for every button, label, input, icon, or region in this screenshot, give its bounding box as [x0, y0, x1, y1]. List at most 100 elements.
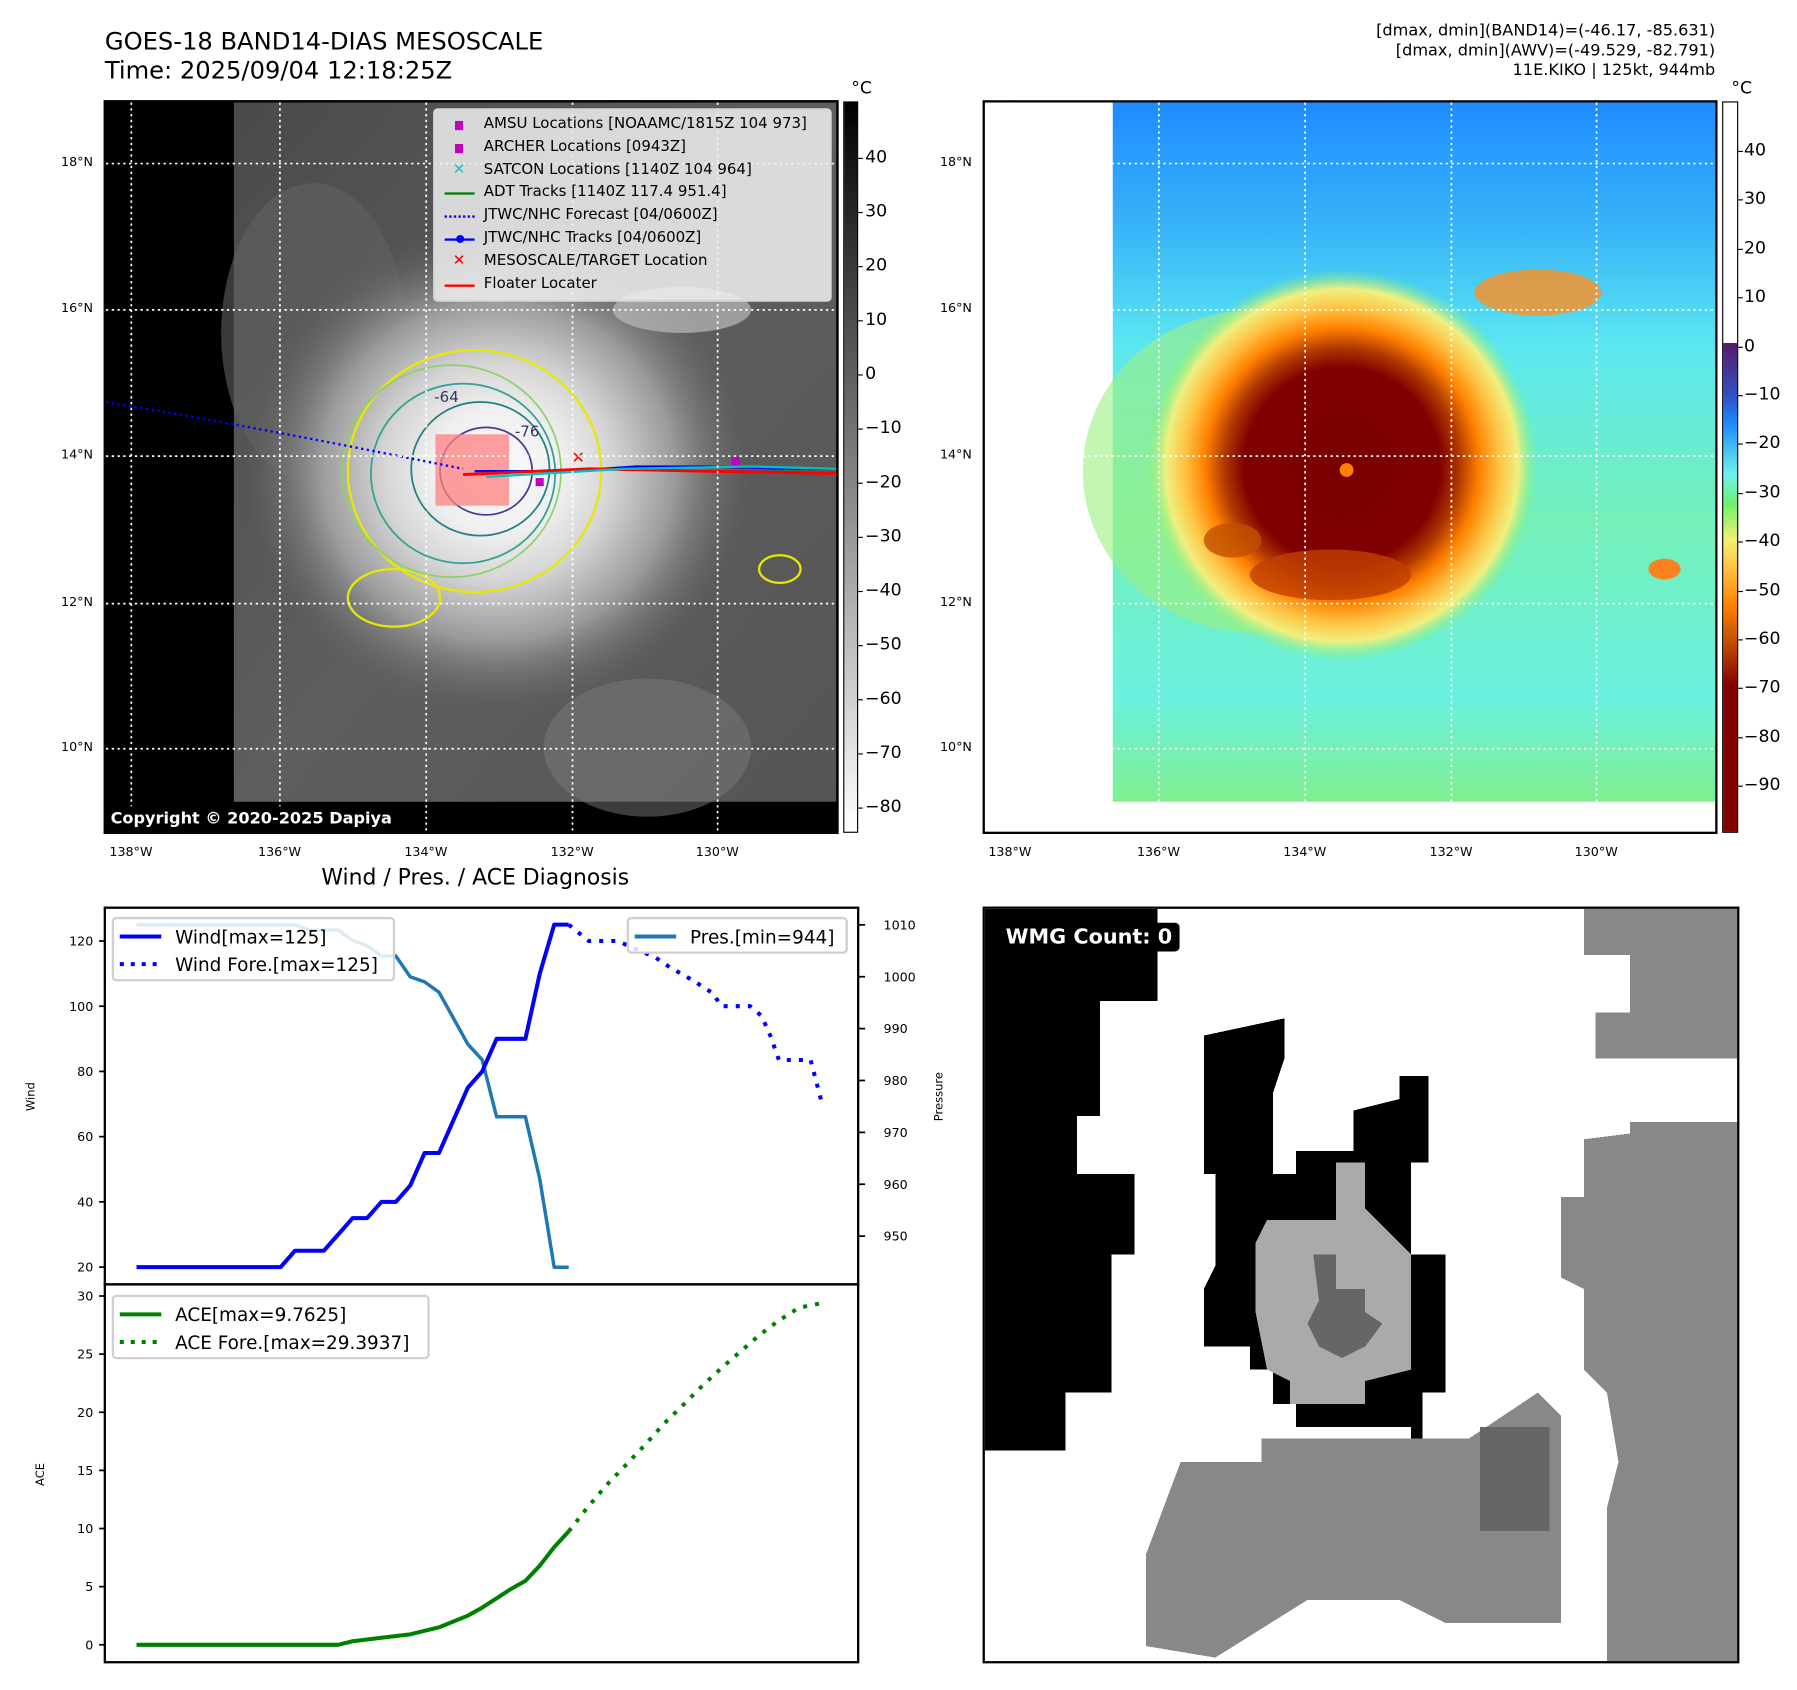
colorbar-tick-label: 0 [1744, 334, 1756, 356]
legend-entry: SATCON Locations [1140Z 104 964] [483, 160, 752, 179]
dotted-line-icon [444, 209, 475, 225]
lon-label: 134°W [404, 844, 448, 860]
colorbar-tick [1738, 395, 1743, 397]
lon-label: 130°W [1574, 844, 1618, 860]
lat-label: 10°N [939, 739, 972, 755]
colorbar-tick [858, 374, 863, 376]
awv-map-panel[interactable] [982, 100, 1718, 834]
colorbar-tick [858, 590, 863, 593]
lat-label: 12°N [61, 594, 93, 610]
info-storm: 11E.KIKO | 125kt, 944mb [1512, 61, 1716, 80]
colorbar-tick-label: −10 [1744, 383, 1781, 405]
ace-tick-label: 30 [77, 1289, 93, 1304]
colorbar-tick-label: −70 [1744, 676, 1781, 698]
colorbar-tick [1738, 346, 1743, 348]
gridlines [984, 102, 1716, 832]
solid-line-icon [444, 277, 475, 293]
colorbar-tick-label: 30 [1744, 188, 1767, 209]
lat-label: 14°N [939, 446, 972, 462]
info-band14: [dmax, dmin](BAND14)=(-46.17, -85.631) [1376, 21, 1716, 41]
colorbar-tick-label: −40 [1744, 530, 1781, 551]
colorbar-tick [1738, 736, 1743, 739]
awv-imagery [984, 102, 1716, 832]
colorbar-tick [1738, 150, 1743, 153]
colorbar-tick-label: −30 [1744, 481, 1781, 503]
copyright-label: Copyright © 2020-2025 Dapiya [105, 806, 397, 832]
colorbar-tick [1738, 541, 1743, 543]
wind-legend-label: Wind[max=125] [175, 927, 326, 948]
colorbar-tick [858, 211, 863, 214]
colorbar-tick-label: −40 [865, 579, 902, 601]
lat-label: 14°N [61, 446, 93, 462]
colorbar-tick-label: −20 [865, 471, 902, 492]
ace-legend-label: ACE Fore.[max=29.3937] [175, 1333, 409, 1354]
ace-plot-frame [103, 1283, 860, 1664]
colorbar-tick [1738, 297, 1743, 299]
ace-tick-label: 20 [77, 1405, 93, 1420]
colorbar-tick-label: 10 [865, 308, 888, 330]
colorbar-tick-label: −50 [865, 633, 902, 655]
info-block: [dmax, dmin](BAND14)=(-46.17, -85.631) [… [1376, 22, 1715, 81]
pressure-tick-label: 950 [884, 1229, 908, 1244]
contour-label: -76 [515, 423, 539, 441]
colorbar-tick-label: 40 [1744, 139, 1767, 161]
colorbar-tick [858, 699, 863, 701]
colorbar-tick [1738, 492, 1743, 494]
ace-tick-label: 0 [85, 1637, 93, 1652]
wmg-panel[interactable]: WMG Count: 0 [982, 906, 1740, 1664]
figure-title: GOES-18 BAND14-DIAS MESOSCALE [104, 27, 544, 56]
wind-tick-label: 20 [77, 1260, 93, 1275]
colorbar-tick [1738, 688, 1743, 690]
lon-label: 138°W [109, 844, 153, 860]
legend-entry: MESOSCALE/TARGET Location [483, 252, 708, 270]
pressure-legend-label: Pres.[min=944] [690, 927, 834, 948]
wind-tick-label: 100 [69, 999, 93, 1014]
ace-tick-label: 5 [85, 1579, 93, 1594]
ace-tick-label: 15 [77, 1463, 93, 1478]
colorbar-tick-label: 0 [865, 362, 877, 384]
lon-label: 136°W [1136, 844, 1180, 860]
colorbar-tick [858, 753, 863, 755]
ace-forecast-series [567, 1301, 823, 1533]
ace-legend [111, 1294, 430, 1360]
colorbar-tick-label: −20 [1744, 432, 1781, 454]
lat-label: 10°N [61, 739, 93, 755]
colorbar-tick [858, 320, 863, 322]
map-legend: AMSU Locations [NOAAMC/1815Z 104 973] ARC… [433, 108, 832, 302]
wind-tick-label: 60 [77, 1129, 93, 1144]
colorbar-grey [843, 101, 859, 833]
square-marker-icon [445, 140, 473, 156]
wind-tick-label: 120 [69, 934, 93, 949]
ir-map-panel[interactable]: -64 -76 ✕ Copyright © 2020-2025 Dapiya A… [103, 100, 839, 834]
ace-series [136, 1529, 571, 1647]
floater-track [463, 467, 837, 477]
figure-time: Time: 2025/09/04 12:18:25Z [104, 56, 453, 85]
colorbar-tick [858, 266, 863, 268]
pressure-tick-label: 1000 [884, 969, 916, 984]
colorbar-tick [858, 157, 863, 159]
archer-marker [731, 457, 740, 466]
colorbar-tick [1738, 590, 1743, 592]
solid-line-icon [444, 186, 475, 202]
diagnosis-charts: 20 40 60 80 100 120 950 960 970 980 990 1000 1010 0 5 1… [24, 906, 945, 1664]
colorbar-tick [858, 645, 863, 647]
legend-entry: ADT Tracks [1140Z 117.4 951.4] [483, 183, 727, 201]
wind-legend [111, 916, 396, 982]
ace-legend-label: ACE[max=9.7625] [175, 1305, 346, 1326]
contour-label: -64 [434, 388, 458, 406]
colorbar-unit: °C [1731, 77, 1753, 98]
floater-box [435, 434, 510, 506]
pressure-tick-label: 960 [884, 1177, 908, 1192]
colorbar-tick-label: 30 [865, 200, 888, 222]
colorbar-unit: °C [851, 77, 872, 98]
lon-label: 132°W [1429, 844, 1473, 860]
lon-label: 130°W [695, 844, 739, 860]
legend-entry: ARCHER Locations [0943Z] [483, 137, 687, 156]
lat-label: 12°N [939, 594, 972, 610]
lat-label: 16°N [61, 300, 93, 316]
lon-label: 134°W [1283, 844, 1327, 860]
colorbar-tick-label: 20 [865, 254, 888, 276]
pressure-tick-label: 990 [884, 1021, 908, 1036]
legend-entry: Floater Locater [483, 274, 597, 293]
